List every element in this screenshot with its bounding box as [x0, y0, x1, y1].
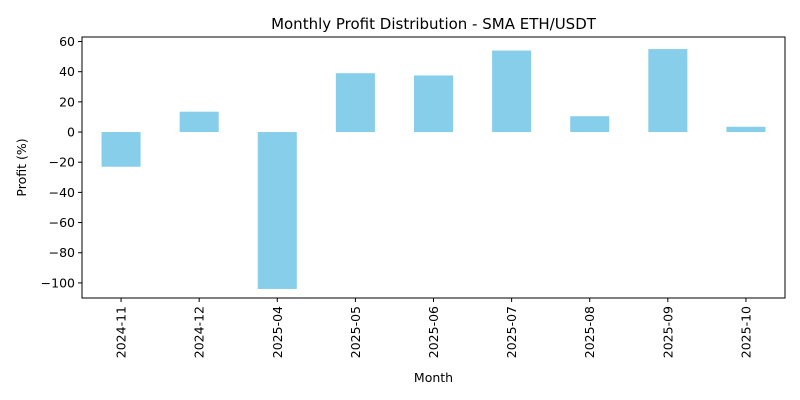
- x-tick-label: 2024-12: [192, 306, 207, 358]
- y-tick-label: −60: [49, 215, 75, 230]
- y-tick-label: −100: [41, 275, 75, 290]
- x-axis-label: Month: [414, 370, 453, 385]
- bar-2025-04: [257, 132, 297, 289]
- bar-2025-06: [413, 75, 454, 133]
- y-tick-label: 40: [59, 64, 75, 79]
- x-tick-label: 2024-11: [114, 306, 129, 358]
- bar-2025-08: [570, 116, 610, 133]
- bars-group: [101, 49, 766, 289]
- x-tick-label: 2025-06: [426, 306, 441, 358]
- bar-2025-07: [492, 50, 532, 133]
- y-tick-label: 60: [59, 34, 75, 49]
- x-tick-label: 2025-07: [504, 306, 519, 358]
- bar-2025-09: [648, 49, 688, 133]
- x-tick-label: 2025-04: [270, 306, 285, 358]
- chart-title: Monthly Profit Distribution - SMA ETH/US…: [271, 15, 597, 33]
- y-axis-label: Profit (%): [14, 138, 29, 196]
- x-tick-label: 2025-05: [348, 306, 363, 358]
- bar-2025-10: [726, 126, 766, 133]
- bar-2024-12: [179, 111, 219, 133]
- y-axis-ticks: −100 −80 −60 −40 −20 0 20 40 60: [41, 34, 82, 290]
- x-tick-label: 2025-08: [582, 306, 597, 358]
- y-tick-label: −40: [49, 185, 75, 200]
- bar-2024-11: [101, 132, 141, 167]
- y-tick-label: −20: [49, 155, 75, 170]
- x-tick-label: 2025-10: [738, 306, 753, 358]
- y-tick-label: 0: [67, 125, 75, 140]
- y-tick-label: 20: [59, 94, 75, 109]
- x-tick-label: 2025-09: [660, 306, 675, 358]
- bar-2025-05: [335, 73, 375, 133]
- x-axis-ticks: 2024-11 2024-12 2025-04 2025-05 2025-06 2025-…: [114, 298, 753, 358]
- y-tick-label: −80: [49, 245, 75, 260]
